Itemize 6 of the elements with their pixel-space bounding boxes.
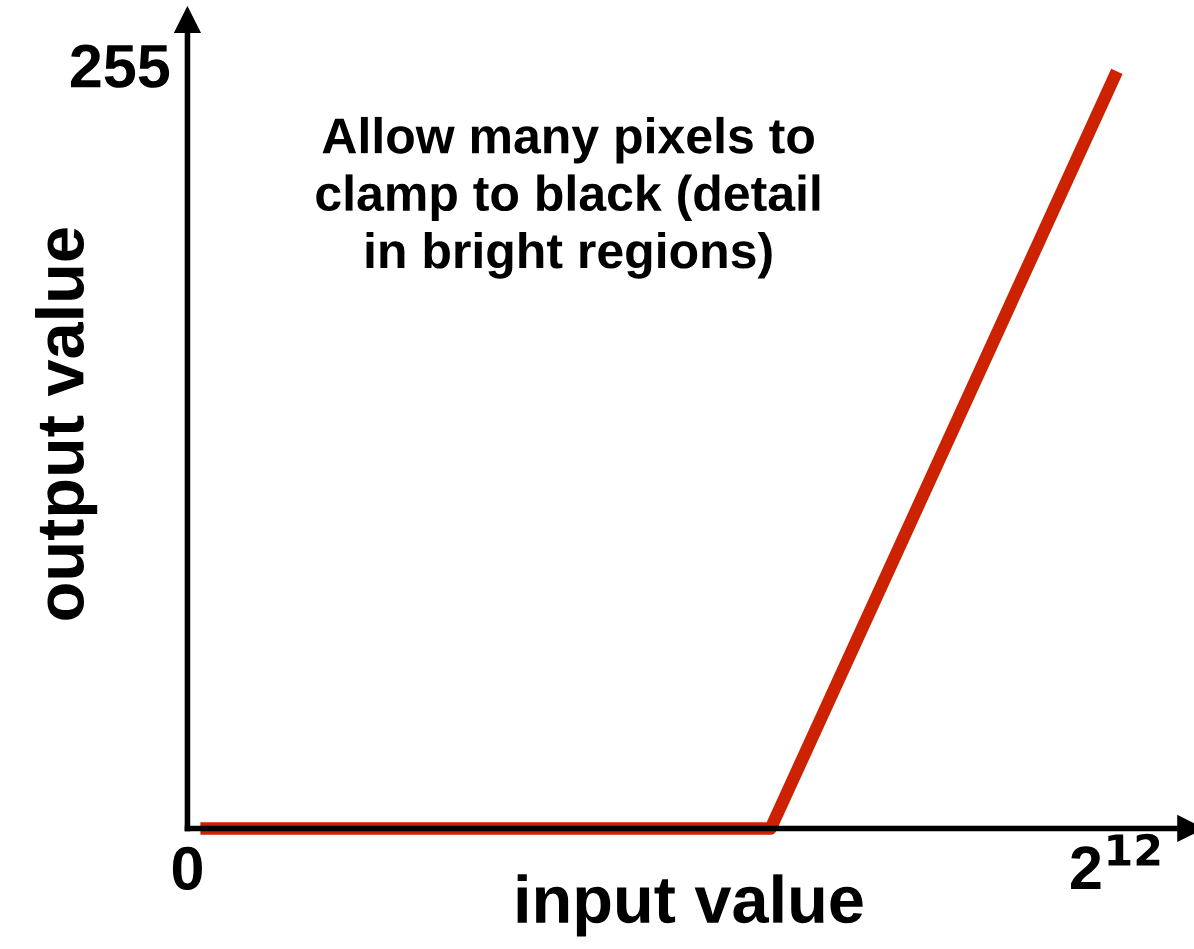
annotation: Allow many pixels to clamp to black (detail in bright regions) [316,116,820,279]
x-tick-label: 2$^{12}$ [1071,833,1160,889]
x-tick-label: 0 [172,846,202,891]
text: 255 [70,44,170,88]
x-axis-title: input value [517,874,863,937]
y-axis-title: output value [35,228,98,620]
